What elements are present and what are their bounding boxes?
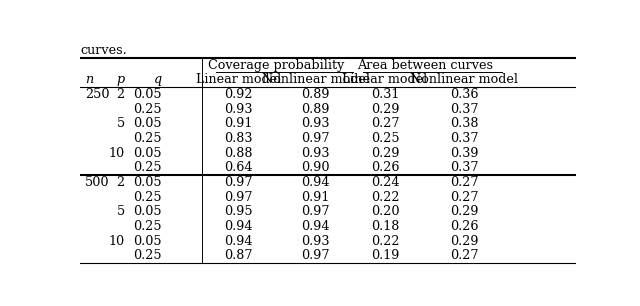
Text: 0.97: 0.97 [225, 191, 253, 204]
Text: 2: 2 [116, 176, 125, 189]
Text: 0.93: 0.93 [301, 235, 330, 248]
Text: 0.25: 0.25 [133, 220, 162, 233]
Text: 250: 250 [85, 88, 109, 101]
Text: Coverage probability: Coverage probability [208, 59, 344, 72]
Text: 0.27: 0.27 [450, 176, 479, 189]
Text: Nonlinear model: Nonlinear model [410, 73, 518, 86]
Text: 0.91: 0.91 [225, 118, 253, 130]
Text: p: p [116, 73, 125, 86]
Text: 0.18: 0.18 [371, 220, 399, 233]
Text: 0.29: 0.29 [450, 235, 479, 248]
Text: 0.97: 0.97 [301, 132, 330, 145]
Text: 0.20: 0.20 [371, 205, 399, 218]
Text: 0.93: 0.93 [301, 147, 330, 160]
Text: 0.29: 0.29 [450, 205, 479, 218]
Text: 0.89: 0.89 [301, 88, 330, 101]
Text: 5: 5 [116, 205, 125, 218]
Text: 0.05: 0.05 [133, 147, 162, 160]
Text: Area between curves: Area between curves [356, 59, 493, 72]
Text: 0.36: 0.36 [450, 88, 479, 101]
Text: 5: 5 [116, 118, 125, 130]
Text: 0.94: 0.94 [301, 176, 330, 189]
Text: Nonlinear model: Nonlinear model [262, 73, 370, 86]
Text: 0.97: 0.97 [301, 249, 330, 263]
Text: q: q [154, 73, 162, 86]
Text: 0.92: 0.92 [225, 88, 253, 101]
Text: 0.94: 0.94 [301, 220, 330, 233]
Text: 0.37: 0.37 [450, 103, 479, 116]
Text: 0.22: 0.22 [371, 191, 399, 204]
Text: 0.25: 0.25 [133, 132, 162, 145]
Text: 0.83: 0.83 [225, 132, 253, 145]
Text: 0.88: 0.88 [225, 147, 253, 160]
Text: n: n [85, 73, 93, 86]
Text: 0.94: 0.94 [225, 220, 253, 233]
Text: 0.39: 0.39 [450, 147, 479, 160]
Text: Linear model: Linear model [342, 73, 428, 86]
Text: 10: 10 [109, 147, 125, 160]
Text: 0.22: 0.22 [371, 235, 399, 248]
Text: 0.05: 0.05 [133, 88, 162, 101]
Text: 0.97: 0.97 [225, 176, 253, 189]
Text: 0.93: 0.93 [225, 103, 253, 116]
Text: 0.91: 0.91 [301, 191, 330, 204]
Text: 0.26: 0.26 [450, 220, 479, 233]
Text: 0.05: 0.05 [133, 118, 162, 130]
Text: 0.29: 0.29 [371, 147, 399, 160]
Text: 0.27: 0.27 [371, 118, 399, 130]
Text: 0.97: 0.97 [301, 205, 330, 218]
Text: 10: 10 [109, 235, 125, 248]
Text: 0.64: 0.64 [225, 161, 253, 174]
Text: 500: 500 [85, 176, 109, 189]
Text: 0.25: 0.25 [133, 191, 162, 204]
Text: 0.95: 0.95 [225, 205, 253, 218]
Text: curves.: curves. [80, 44, 127, 57]
Text: 0.90: 0.90 [301, 161, 330, 174]
Text: 0.25: 0.25 [371, 132, 399, 145]
Text: Linear model: Linear model [196, 73, 282, 86]
Text: 0.24: 0.24 [371, 176, 399, 189]
Text: 0.38: 0.38 [450, 118, 479, 130]
Text: 0.89: 0.89 [301, 103, 330, 116]
Text: 0.19: 0.19 [371, 249, 399, 263]
Text: 0.27: 0.27 [450, 191, 479, 204]
Text: 0.05: 0.05 [133, 176, 162, 189]
Text: 2: 2 [116, 88, 125, 101]
Text: 0.93: 0.93 [301, 118, 330, 130]
Text: 0.25: 0.25 [133, 161, 162, 174]
Text: 0.87: 0.87 [225, 249, 253, 263]
Text: 0.05: 0.05 [133, 205, 162, 218]
Text: 0.27: 0.27 [450, 249, 479, 263]
Text: 0.25: 0.25 [133, 103, 162, 116]
Text: 0.37: 0.37 [450, 132, 479, 145]
Text: 0.26: 0.26 [371, 161, 399, 174]
Text: 0.37: 0.37 [450, 161, 479, 174]
Text: 0.25: 0.25 [133, 249, 162, 263]
Text: 0.29: 0.29 [371, 103, 399, 116]
Text: 0.94: 0.94 [225, 235, 253, 248]
Text: 0.31: 0.31 [371, 88, 399, 101]
Text: 0.05: 0.05 [133, 235, 162, 248]
